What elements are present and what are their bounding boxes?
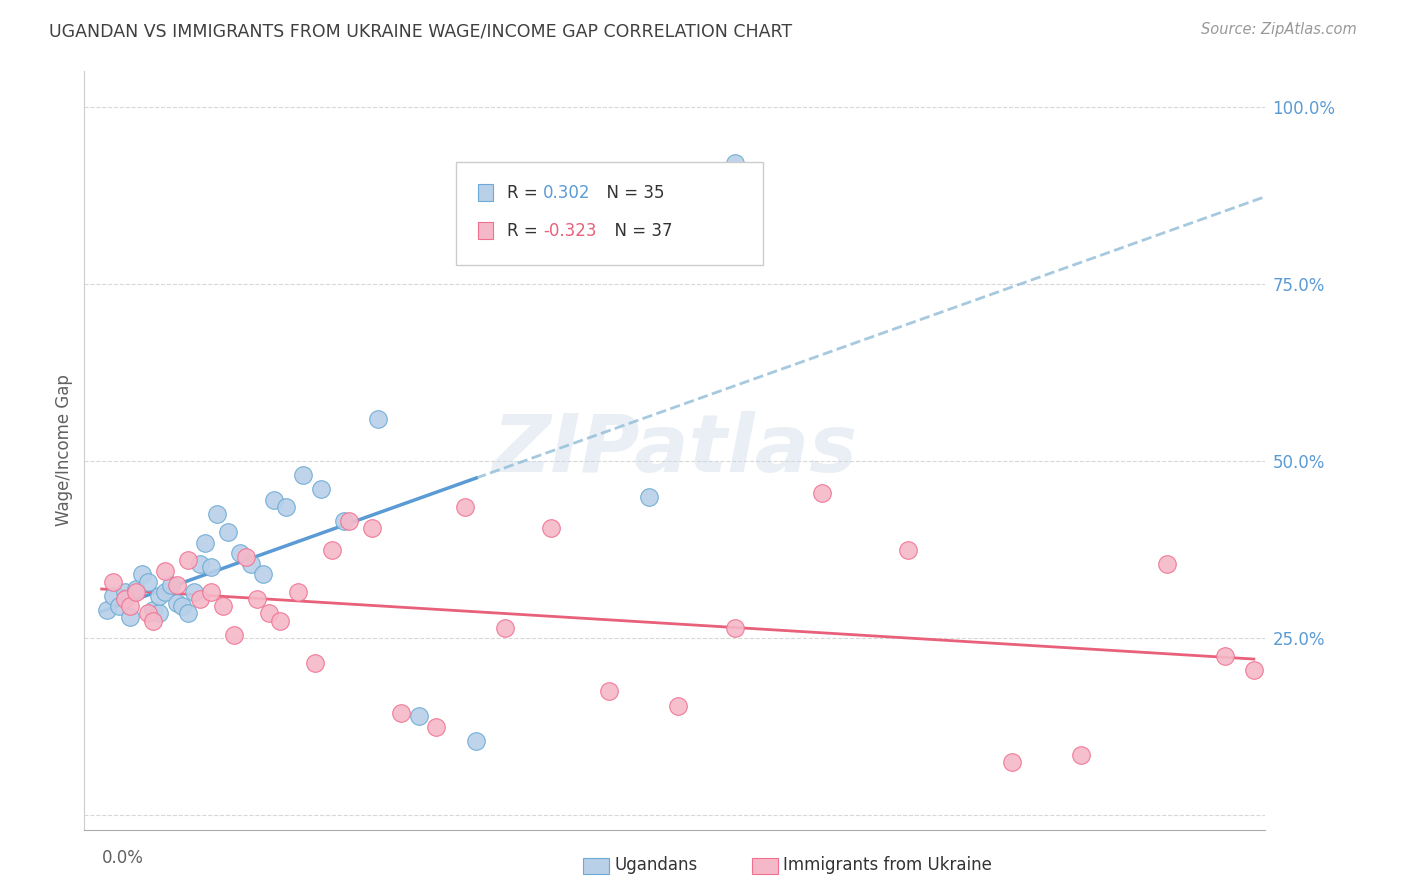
Point xyxy=(257,607,280,621)
Text: Immigrants from Ukraine: Immigrants from Ukraine xyxy=(783,856,993,874)
Point xyxy=(1070,748,1092,763)
Point xyxy=(453,500,475,515)
Text: Ugandans: Ugandans xyxy=(614,856,697,874)
Text: N = 35: N = 35 xyxy=(596,184,665,202)
Point xyxy=(136,607,159,621)
Point xyxy=(194,535,217,549)
Point xyxy=(108,599,131,614)
FancyBboxPatch shape xyxy=(457,162,763,265)
Text: R =: R = xyxy=(508,221,543,240)
Point xyxy=(114,585,136,599)
Point xyxy=(425,720,447,734)
Point xyxy=(1213,648,1236,663)
Text: ZIPatlas: ZIPatlas xyxy=(492,411,858,490)
Text: R =: R = xyxy=(508,184,543,202)
Text: -0.323: -0.323 xyxy=(543,221,596,240)
Point xyxy=(217,524,239,539)
Point xyxy=(142,603,165,617)
Point xyxy=(598,684,620,698)
Point xyxy=(252,567,274,582)
Point xyxy=(1156,557,1178,571)
Point xyxy=(287,585,309,599)
Point xyxy=(1243,663,1265,677)
Point xyxy=(408,709,430,723)
Point xyxy=(465,734,488,748)
Point xyxy=(125,582,148,596)
Point xyxy=(120,610,142,624)
Point xyxy=(101,574,124,589)
Point xyxy=(153,585,176,599)
Point xyxy=(205,507,228,521)
Point xyxy=(177,553,200,567)
Point xyxy=(114,592,136,607)
Point xyxy=(96,603,118,617)
Point xyxy=(188,592,211,607)
Point xyxy=(200,560,222,574)
Point xyxy=(188,557,211,571)
Text: UGANDAN VS IMMIGRANTS FROM UKRAINE WAGE/INCOME GAP CORRELATION CHART: UGANDAN VS IMMIGRANTS FROM UKRAINE WAGE/… xyxy=(49,22,793,40)
Point xyxy=(666,698,689,713)
Point xyxy=(148,589,170,603)
Point xyxy=(131,567,153,582)
Point xyxy=(292,468,315,483)
Point xyxy=(159,578,181,592)
Point xyxy=(172,599,194,614)
Point xyxy=(240,557,263,571)
Point xyxy=(724,156,747,170)
Point xyxy=(200,585,222,599)
Point xyxy=(224,628,246,642)
Point xyxy=(136,574,159,589)
Point xyxy=(724,621,747,635)
Point xyxy=(321,542,343,557)
Point xyxy=(166,596,188,610)
Point xyxy=(229,546,252,560)
Point xyxy=(120,599,142,614)
Point xyxy=(897,542,920,557)
Point xyxy=(1001,756,1024,770)
Bar xyxy=(478,222,494,239)
Bar xyxy=(478,185,494,201)
Point xyxy=(274,500,297,515)
Point xyxy=(183,585,205,599)
Point xyxy=(101,589,124,603)
Point xyxy=(367,411,389,425)
Point xyxy=(211,599,233,614)
Y-axis label: Wage/Income Gap: Wage/Income Gap xyxy=(55,375,73,526)
Point xyxy=(361,521,384,535)
Point xyxy=(494,621,516,635)
Point xyxy=(332,514,354,528)
Point xyxy=(304,656,326,670)
Point xyxy=(125,585,148,599)
Point xyxy=(638,490,661,504)
Point xyxy=(263,493,285,508)
Text: Source: ZipAtlas.com: Source: ZipAtlas.com xyxy=(1201,22,1357,37)
Point xyxy=(148,607,170,621)
Point xyxy=(166,578,188,592)
Point xyxy=(235,549,257,564)
Point xyxy=(246,592,269,607)
Point xyxy=(540,521,562,535)
Point xyxy=(142,614,165,628)
Point xyxy=(337,514,360,528)
Text: 0.0%: 0.0% xyxy=(101,848,143,866)
Point xyxy=(309,483,332,497)
Point xyxy=(810,486,832,500)
Point xyxy=(177,607,200,621)
Text: N = 37: N = 37 xyxy=(605,221,672,240)
Point xyxy=(153,564,176,578)
Point xyxy=(389,706,412,720)
Point xyxy=(269,614,291,628)
Text: 0.302: 0.302 xyxy=(543,184,591,202)
